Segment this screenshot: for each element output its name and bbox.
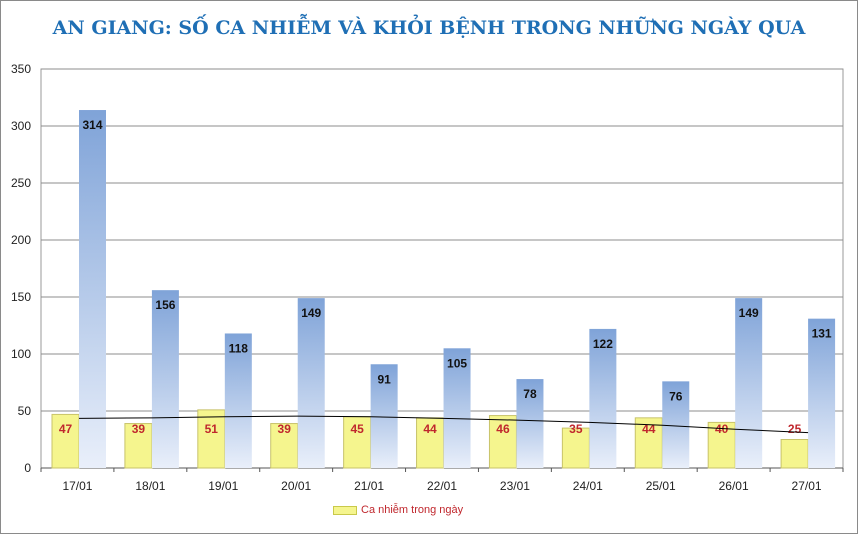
- bar-recovered: [662, 381, 690, 468]
- bar-recovered: [151, 290, 179, 468]
- bar-recovered: [297, 298, 325, 468]
- data-label-recovered: 118: [229, 341, 249, 355]
- x-tick-label: 23/01: [500, 479, 530, 493]
- x-tick-label: 17/01: [62, 479, 92, 493]
- data-label-recovered: 78: [523, 387, 537, 401]
- x-tick-label: 22/01: [427, 479, 457, 493]
- y-tick-label: 200: [11, 233, 31, 247]
- data-label-infections: 44: [642, 422, 656, 436]
- bar-infections: [343, 416, 372, 469]
- data-label-infections: 51: [205, 422, 219, 436]
- y-tick-label: 350: [11, 62, 31, 76]
- bar-infections: [416, 417, 445, 469]
- data-label-infections: 39: [278, 422, 292, 436]
- data-label-infections: 25: [788, 422, 802, 436]
- x-tick-label: 25/01: [646, 479, 676, 493]
- legend-label-infections: Ca nhiễm trong ngày: [361, 504, 464, 516]
- data-label-infections: 44: [423, 422, 437, 436]
- data-label-infections: 35: [569, 422, 583, 436]
- data-label-infections: 47: [59, 422, 73, 436]
- y-tick-label: 0: [24, 461, 31, 475]
- trendline: [78, 415, 809, 434]
- y-tick-label: 250: [11, 176, 31, 190]
- bar-recovered: [589, 328, 617, 468]
- bar-recovered: [370, 364, 398, 468]
- data-label-recovered: 76: [669, 389, 683, 403]
- y-tick-label: 150: [11, 290, 31, 304]
- x-tick-label: 26/01: [719, 479, 749, 493]
- data-label-infections: 45: [350, 422, 364, 436]
- legend: Ca nhiễm trong ngày: [333, 504, 463, 516]
- bar-infections: [561, 427, 590, 469]
- bar-recovered: [224, 333, 252, 468]
- data-label-infections: 39: [132, 422, 146, 436]
- data-label-recovered: 105: [447, 356, 467, 370]
- data-label-recovered: 131: [812, 327, 832, 341]
- bar-recovered: [516, 379, 544, 468]
- bar-recovered: [808, 318, 836, 468]
- data-label-infections: 46: [496, 422, 510, 436]
- x-tick-label: 20/01: [281, 479, 311, 493]
- data-label-recovered: 149: [739, 306, 759, 320]
- bar-infections: [51, 413, 80, 469]
- y-tick-label: 300: [11, 119, 31, 133]
- bar-recovered: [443, 348, 471, 468]
- y-tick-label: 100: [11, 347, 31, 361]
- bar-recovered: [735, 298, 763, 468]
- x-tick-label: 18/01: [135, 479, 165, 493]
- chart-title: AN GIANG: SỐ CA NHIỄM VÀ KHỎI BỆNH TRONG…: [52, 17, 806, 39]
- x-tick-label: 27/01: [792, 479, 822, 493]
- data-label-recovered: 156: [155, 298, 175, 312]
- data-label-recovered: 91: [377, 372, 391, 386]
- bar-infections: [780, 439, 809, 469]
- x-tick-label: 24/01: [573, 479, 603, 493]
- y-tick-label: 50: [18, 404, 32, 418]
- bar-infections: [124, 423, 153, 469]
- data-label-recovered: 149: [301, 306, 321, 320]
- x-tick-label: 19/01: [208, 479, 238, 493]
- bar-infections: [197, 409, 226, 469]
- bar-infections: [707, 421, 736, 469]
- bar-recovered: [79, 110, 106, 468]
- data-label-recovered: 314: [82, 118, 102, 132]
- legend-swatch-infections: [333, 505, 357, 515]
- data-label-recovered: 122: [593, 337, 613, 351]
- x-tick-label: 21/01: [354, 479, 384, 493]
